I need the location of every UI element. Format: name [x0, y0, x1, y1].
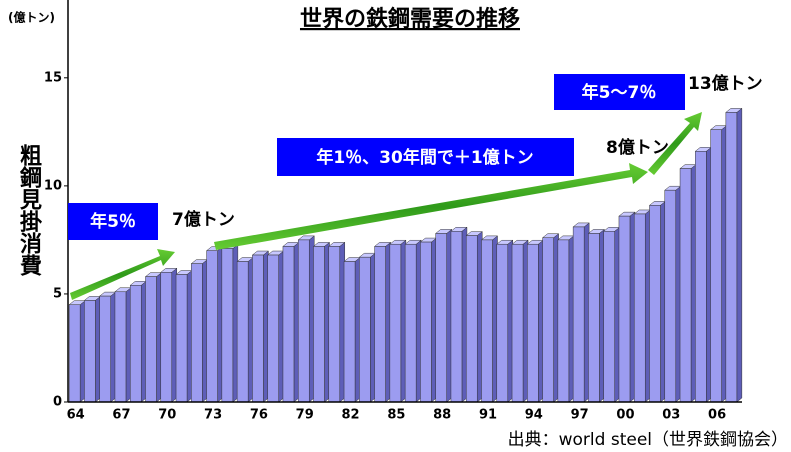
y-tick-label: 10	[44, 178, 62, 193]
x-tick-label: 00	[616, 408, 634, 423]
bar	[511, 243, 524, 403]
bar	[695, 151, 707, 403]
bar	[633, 213, 646, 403]
annotation: 7億トン	[172, 209, 235, 230]
y-tick-label: 15	[44, 70, 62, 85]
bar	[374, 246, 386, 403]
x-tick-label: 06	[708, 408, 726, 423]
bar	[114, 291, 127, 403]
bar	[236, 261, 249, 403]
y-tick-label: 0	[53, 395, 62, 410]
bar	[542, 237, 554, 403]
bar	[465, 235, 478, 403]
x-tick-label: 67	[112, 408, 130, 423]
bar	[435, 233, 447, 403]
x-tick-label: 88	[433, 408, 451, 423]
x-tick-label: 91	[479, 408, 497, 423]
bar	[221, 248, 234, 403]
bar	[649, 205, 661, 403]
bar	[328, 246, 341, 403]
x-tick-label: 85	[387, 408, 405, 423]
bar	[618, 215, 631, 403]
x-tick-label: 94	[525, 408, 543, 423]
annotation: 13億トン	[688, 73, 763, 94]
bar	[603, 231, 615, 403]
source: 出典：world steel（世界鉄鋼協会）	[508, 430, 788, 450]
bar	[588, 233, 600, 403]
annotation: 年1％、30年間で＋1億トン	[316, 147, 533, 168]
bar	[175, 274, 188, 403]
arrow	[214, 163, 648, 250]
bar	[267, 254, 279, 403]
arrow	[648, 112, 702, 175]
bar	[129, 285, 142, 403]
bar	[84, 300, 96, 403]
bar	[404, 243, 417, 403]
bar	[160, 272, 173, 403]
arrow	[70, 249, 175, 300]
bar	[557, 239, 570, 403]
bar	[664, 189, 677, 403]
bar	[725, 112, 738, 403]
bar	[282, 246, 295, 403]
bar	[191, 263, 203, 403]
x-tick-label: 82	[341, 408, 359, 423]
unit-label: (億トン)	[8, 10, 55, 25]
bar	[99, 295, 111, 403]
chart-title: 世界の鉄鋼需要の推移	[300, 6, 520, 32]
bar-side	[736, 107, 743, 403]
annotation: 8億トン	[606, 137, 669, 158]
bar	[359, 256, 371, 403]
bar	[297, 239, 310, 403]
y-tick-label: 5	[53, 286, 62, 301]
bar	[572, 226, 585, 403]
annotation: 年5～7％	[582, 82, 657, 103]
bar	[679, 168, 692, 403]
bar	[389, 243, 402, 403]
x-tick-label: 70	[158, 408, 176, 423]
x-tick-label: 79	[296, 408, 314, 423]
bar	[450, 231, 463, 403]
annotation: 年5％	[90, 211, 136, 232]
annotation-box	[277, 138, 574, 176]
annotation-box	[68, 203, 158, 240]
bar	[252, 254, 264, 403]
x-tick-label: 64	[67, 408, 85, 423]
bar	[343, 261, 356, 403]
x-tick-label: 03	[662, 408, 680, 423]
arrows	[70, 112, 702, 300]
bar	[68, 304, 81, 403]
x-tick-label: 97	[571, 408, 589, 423]
bar	[710, 129, 722, 403]
bar	[313, 246, 325, 403]
bar	[420, 241, 432, 403]
bar	[145, 276, 157, 403]
bar	[481, 239, 493, 403]
x-tick-label: 76	[250, 408, 268, 423]
bar	[527, 243, 539, 403]
annotation-box	[554, 74, 685, 110]
bar	[206, 250, 218, 403]
y-axis-label: 粗鋼見掛消費	[16, 144, 43, 277]
x-tick-label: 73	[204, 408, 222, 423]
bar	[496, 243, 509, 403]
